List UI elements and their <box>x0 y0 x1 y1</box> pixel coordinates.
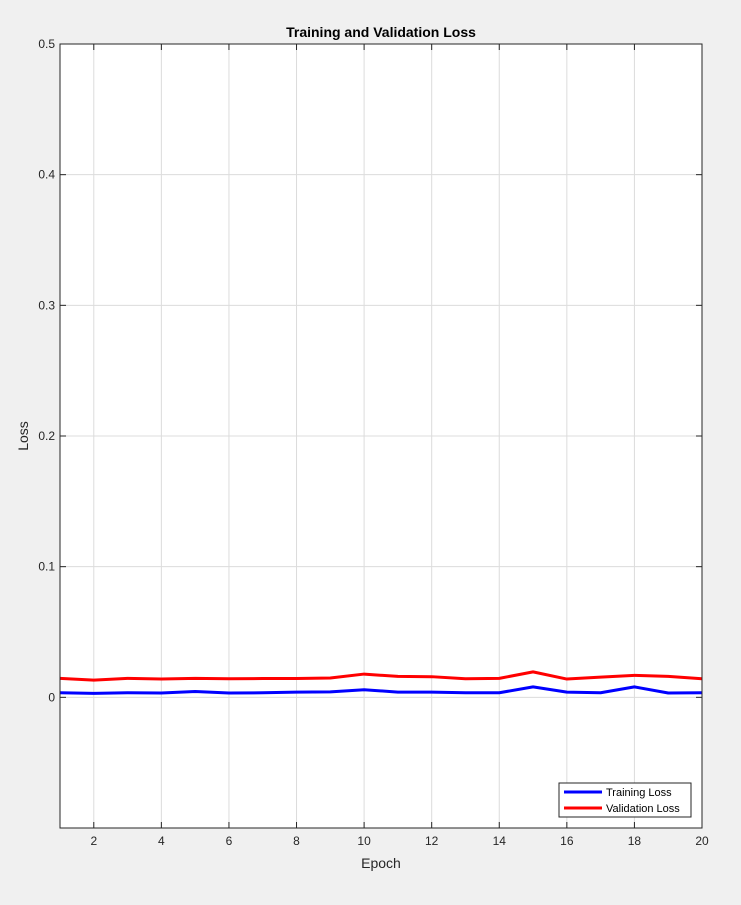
x-tick-label: 20 <box>695 834 709 848</box>
y-tick-label: 0.5 <box>38 37 55 51</box>
y-tick-label: 0.1 <box>38 560 55 574</box>
series-line-training-loss <box>59 685 703 695</box>
x-tick-label: 8 <box>293 834 300 848</box>
y-tick-label: 0.3 <box>38 298 55 312</box>
x-tick-label: 2 <box>90 834 97 848</box>
x-tick-label: 16 <box>560 834 574 848</box>
y-axis-label: Loss <box>15 421 31 451</box>
legend-box <box>558 782 692 818</box>
y-tick-label: 0 <box>48 690 55 704</box>
x-tick-label: 10 <box>357 834 371 848</box>
chart-title: Training and Validation Loss <box>286 24 476 40</box>
x-tick-label: 12 <box>425 834 439 848</box>
legend: Training Loss Validation Loss <box>558 782 692 818</box>
x-tick-label: 14 <box>493 834 507 848</box>
ticks <box>60 43 703 828</box>
x-tick-label: 18 <box>628 834 642 848</box>
y-tick-label: 0.4 <box>38 168 55 182</box>
x-axis-label: Epoch <box>361 855 401 871</box>
tick-labels: 2 4 6 8 10 12 14 16 18 20 0 0.1 0.2 0.3 0.4 0.5 <box>38 37 709 848</box>
x-tick-label: 6 <box>226 834 233 848</box>
y-tick-label: 0.2 <box>38 429 55 443</box>
series-layer <box>59 670 703 695</box>
series-line-validation-loss <box>59 670 703 682</box>
legend-label-training: Training Loss <box>606 787 672 799</box>
x-tick-label: 4 <box>158 834 165 848</box>
legend-label-validation: Validation Loss <box>606 803 680 815</box>
grid <box>60 44 702 828</box>
